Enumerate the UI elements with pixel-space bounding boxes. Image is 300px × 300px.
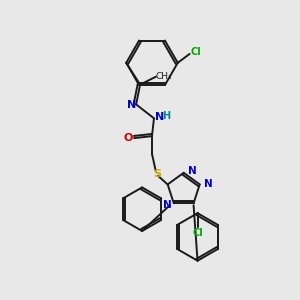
Text: O: O — [124, 133, 133, 143]
Text: Cl: Cl — [190, 47, 201, 57]
Text: N: N — [163, 200, 172, 210]
Text: CH₃: CH₃ — [156, 72, 172, 81]
Text: H: H — [162, 111, 170, 121]
Text: N: N — [155, 112, 164, 122]
Text: N: N — [127, 100, 136, 110]
Text: S: S — [153, 169, 161, 179]
Text: N: N — [188, 166, 196, 176]
Text: N: N — [204, 179, 212, 189]
Text: Cl: Cl — [192, 228, 203, 238]
